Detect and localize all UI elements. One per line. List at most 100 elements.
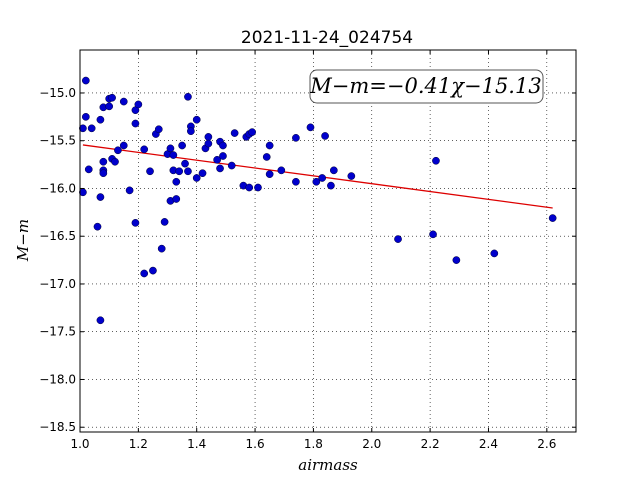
y-tick-label: −15.0 — [39, 86, 76, 100]
data-point — [213, 155, 221, 164]
y-tick-label: −16.5 — [39, 229, 76, 243]
y-tick-label: −18.0 — [39, 372, 76, 386]
data-point — [157, 244, 166, 253]
fit-equation-box: M−m=−0.41χ−15.13 — [309, 69, 544, 104]
data-point — [131, 219, 140, 227]
data-point — [99, 157, 108, 166]
data-point — [321, 132, 329, 140]
data-point — [204, 139, 213, 148]
y-tick-label: −18.5 — [39, 420, 76, 434]
y-tick-label: −17.5 — [39, 325, 76, 339]
data-point — [154, 125, 163, 134]
x-tick-label: 2.0 — [362, 437, 381, 451]
grid-lines — [79, 50, 576, 432]
data-point — [187, 127, 195, 136]
data-point — [312, 177, 321, 186]
data-point — [329, 166, 338, 175]
data-point — [192, 115, 201, 124]
data-point — [265, 170, 274, 178]
x-tick-label: 2.6 — [537, 437, 556, 451]
data-point — [262, 153, 271, 161]
data-point — [181, 159, 189, 168]
data-point — [140, 269, 149, 278]
data-point — [172, 195, 181, 203]
x-tick-label: 1.6 — [246, 437, 265, 451]
data-point — [119, 141, 128, 150]
data-point — [277, 166, 286, 175]
data-points — [79, 76, 557, 325]
y-tick-label: −16.0 — [39, 181, 76, 195]
data-point — [204, 133, 213, 141]
plot-area — [79, 49, 577, 433]
data-point — [227, 161, 236, 170]
data-point — [230, 129, 239, 137]
data-point — [146, 167, 154, 176]
data-point — [96, 193, 105, 201]
data-point — [140, 145, 149, 154]
x-tick-label: 2.4 — [479, 437, 498, 451]
data-point — [131, 119, 140, 128]
data-point — [548, 214, 557, 222]
data-point — [198, 169, 207, 178]
data-point — [93, 222, 102, 231]
y-tick-label: −17.0 — [39, 277, 76, 291]
fit-line — [82, 144, 553, 209]
y-axis-label: M−m — [14, 219, 32, 262]
y-tick-labels: −15.0 −15.5 −16.0 −16.5 −17.0 −17.5 −18.0 −18.5 — [39, 86, 76, 434]
x-tick-label: 1.0 — [70, 437, 89, 451]
data-point — [292, 177, 300, 186]
data-point — [81, 113, 90, 121]
data-point — [394, 235, 402, 243]
x-tick-label: 1.2 — [129, 437, 148, 451]
data-point — [134, 100, 143, 109]
x-tick-labels: 1.0 1.2 1.4 1.6 1.8 2.0 2.2 2.4 2.6 — [70, 437, 556, 451]
data-point — [192, 174, 201, 182]
data-point — [87, 124, 96, 133]
x-tick-label: 2.2 — [421, 437, 440, 451]
data-point — [166, 144, 175, 153]
data-point — [490, 249, 499, 258]
data-point — [119, 97, 128, 106]
data-point — [429, 230, 437, 239]
data-point — [327, 181, 335, 190]
data-point — [172, 177, 181, 186]
data-point — [432, 156, 440, 165]
data-point — [108, 93, 116, 102]
data-point — [99, 169, 108, 178]
data-point — [306, 123, 315, 132]
data-point — [292, 134, 300, 142]
data-point — [265, 141, 274, 150]
data-point — [114, 146, 122, 155]
fit-line-layer — [82, 144, 553, 209]
x-tick-label: 1.4 — [187, 437, 206, 451]
data-point — [175, 167, 184, 176]
data-point — [160, 218, 169, 226]
data-point — [184, 92, 192, 101]
data-point — [149, 266, 157, 275]
data-point — [347, 172, 356, 180]
axis-ticks — [79, 50, 576, 432]
data-point — [219, 141, 227, 150]
data-point — [81, 76, 90, 85]
data-point — [216, 164, 224, 173]
data-point — [105, 102, 114, 111]
data-point — [318, 174, 327, 182]
data-point — [184, 167, 192, 176]
data-point — [79, 124, 87, 133]
data-point — [111, 157, 119, 166]
data-point — [125, 186, 134, 195]
data-point — [254, 183, 262, 192]
data-point — [84, 165, 93, 174]
data-point — [96, 316, 105, 325]
data-point — [169, 151, 178, 159]
data-point — [245, 183, 254, 192]
data-point — [96, 115, 105, 124]
x-tick-label: 1.8 — [304, 437, 323, 451]
chart-title: 2021-11-24_024754 — [241, 28, 413, 48]
data-point — [452, 256, 461, 264]
data-point — [178, 141, 186, 150]
y-tick-label: −15.5 — [39, 134, 76, 148]
data-point — [219, 152, 227, 160]
data-point — [248, 128, 256, 136]
